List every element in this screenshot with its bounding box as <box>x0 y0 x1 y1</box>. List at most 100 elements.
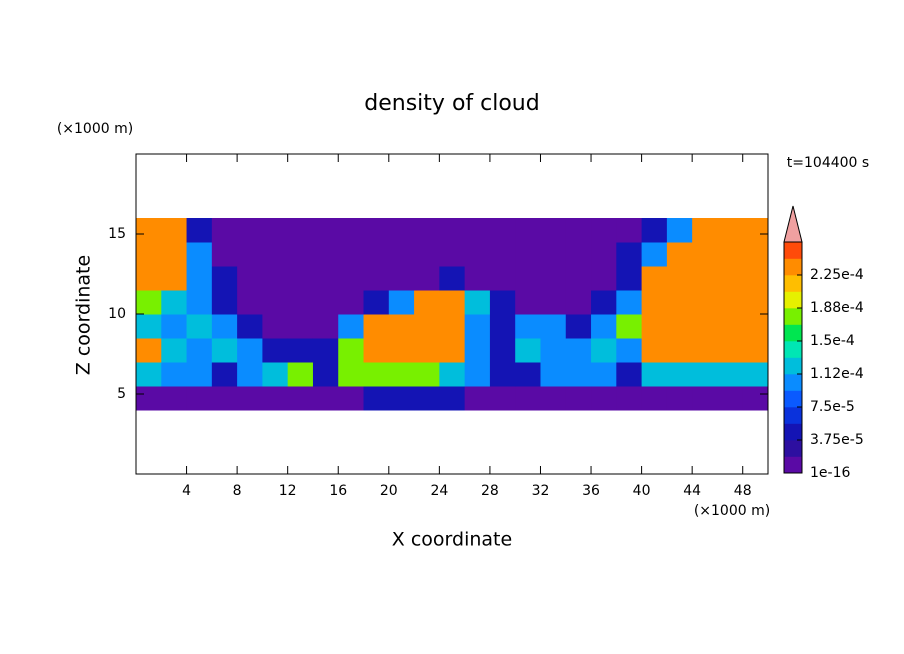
cell <box>591 386 617 411</box>
cell <box>540 242 567 267</box>
cell <box>363 218 390 243</box>
cell <box>439 362 466 387</box>
cell <box>136 362 162 387</box>
x-tick-label: 32 <box>532 483 550 499</box>
cell <box>287 362 314 387</box>
x-axis-title: X coordinate <box>392 529 512 551</box>
cell <box>565 218 592 243</box>
cell <box>742 314 769 339</box>
y-tick-label: 10 <box>108 306 126 322</box>
x-tick-label: 24 <box>430 483 448 499</box>
cell <box>540 386 567 411</box>
cell <box>464 290 491 315</box>
cell <box>666 314 693 339</box>
annotation: t=104400 s <box>787 155 869 171</box>
cell <box>338 338 365 363</box>
cell <box>565 290 592 315</box>
colorbar-band <box>784 308 802 325</box>
cell <box>616 362 643 387</box>
cell <box>414 314 440 339</box>
cell <box>540 266 567 291</box>
cell <box>161 386 188 411</box>
cell <box>237 338 263 363</box>
colorbar-band <box>784 242 802 259</box>
cell <box>641 290 668 315</box>
cell <box>186 362 213 387</box>
cell <box>136 242 162 267</box>
cell <box>515 266 541 291</box>
cell <box>287 218 314 243</box>
cell <box>414 362 440 387</box>
cell <box>742 338 769 363</box>
cell <box>591 314 617 339</box>
cell <box>136 338 162 363</box>
cell <box>439 290 466 315</box>
cell <box>540 338 567 363</box>
colorbar-band <box>784 423 802 441</box>
cell <box>489 338 516 363</box>
cell <box>616 338 643 363</box>
cell <box>287 266 314 291</box>
cell <box>312 338 339 363</box>
cell <box>717 266 744 291</box>
cell <box>414 290 440 315</box>
chart-title: density of cloud <box>364 91 539 116</box>
cell <box>414 338 440 363</box>
cell <box>338 218 365 243</box>
cell <box>565 362 592 387</box>
cell <box>211 242 238 267</box>
colorbar-band <box>784 357 802 375</box>
cell <box>338 386 365 411</box>
cell <box>489 290 516 315</box>
cell <box>287 314 314 339</box>
cell <box>136 266 162 291</box>
cell <box>312 290 339 315</box>
cell <box>464 266 491 291</box>
cell <box>312 266 339 291</box>
cell <box>287 242 314 267</box>
colorbar-over <box>783 205 803 243</box>
cell <box>692 386 718 411</box>
cell <box>616 218 643 243</box>
cell <box>136 290 162 315</box>
cell <box>237 290 263 315</box>
cell <box>540 290 567 315</box>
colorbar-band <box>784 324 802 342</box>
cell <box>641 338 668 363</box>
cell <box>489 314 516 339</box>
cell <box>237 218 263 243</box>
cell <box>641 386 668 411</box>
cell <box>363 362 390 387</box>
colorbar-band <box>784 341 802 358</box>
cell <box>388 266 415 291</box>
cell <box>616 242 643 267</box>
cell <box>565 386 592 411</box>
cell <box>388 242 415 267</box>
cell <box>439 314 466 339</box>
cell <box>591 218 617 243</box>
cell <box>414 218 440 243</box>
cell <box>591 242 617 267</box>
cell <box>388 386 415 411</box>
cell <box>717 290 744 315</box>
cell <box>515 290 541 315</box>
x-tick-label: 36 <box>582 483 600 499</box>
cell <box>338 314 365 339</box>
cell <box>641 266 668 291</box>
cell <box>262 218 289 243</box>
cell <box>464 338 491 363</box>
cell <box>186 386 213 411</box>
cell <box>439 386 466 411</box>
cell <box>515 362 541 387</box>
cell <box>237 314 263 339</box>
colorbar-band <box>784 374 802 391</box>
cell <box>515 242 541 267</box>
x-tick-label: 8 <box>233 483 242 499</box>
cell <box>211 266 238 291</box>
cell <box>717 386 744 411</box>
cell <box>641 314 668 339</box>
x-tick-label: 12 <box>279 483 297 499</box>
cell <box>237 242 263 267</box>
cell <box>692 218 718 243</box>
colorbar-label: 1.5e-4 <box>810 333 855 349</box>
